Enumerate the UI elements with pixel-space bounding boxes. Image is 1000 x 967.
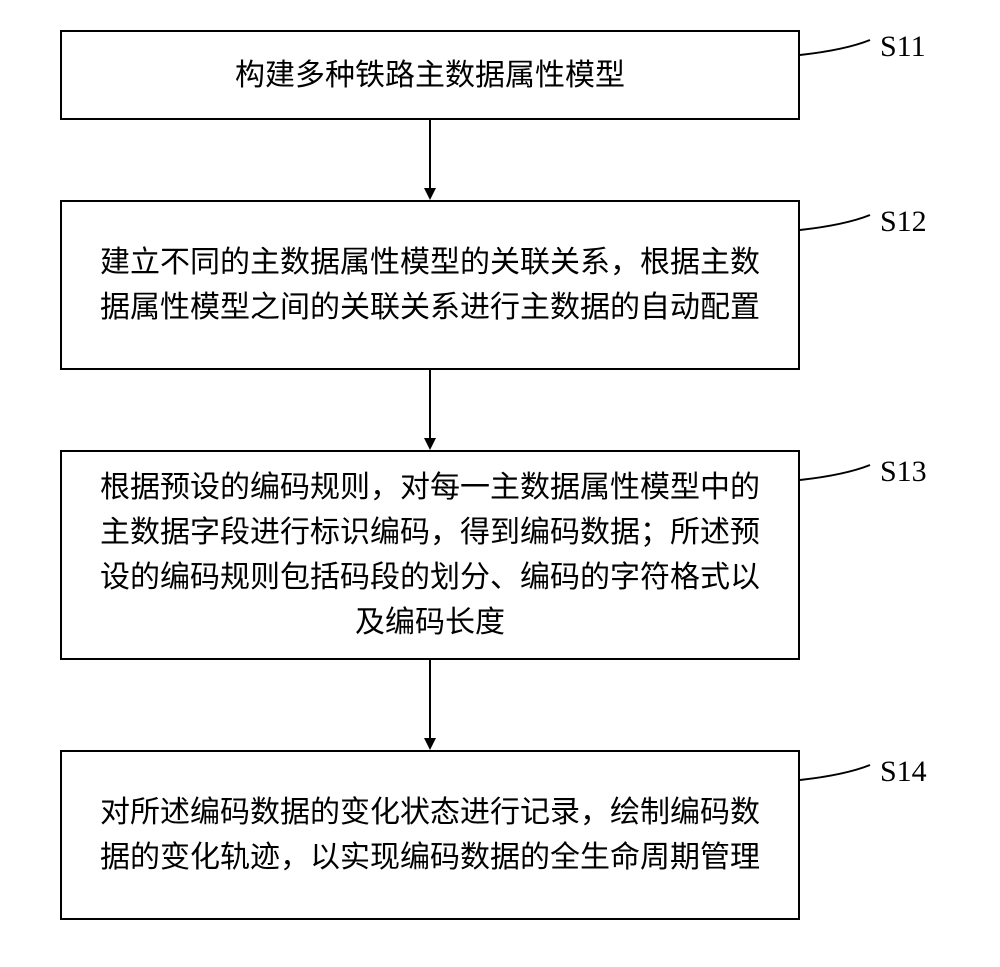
step-box-s13: 根据预设的编码规则，对每一主数据属性模型中的主数据字段进行标识编码，得到编码数据…	[60, 450, 800, 660]
step-text-s12: 建立不同的主数据属性模型的关联关系，根据主数据属性模型之间的关联关系进行主数据的…	[92, 240, 768, 330]
step-label-s13: S13	[880, 455, 927, 489]
step-label-s12: S12	[880, 205, 927, 239]
step-box-s14: 对所述编码数据的变化状态进行记录，绘制编码数据的变化轨迹，以实现编码数据的全生命…	[60, 750, 800, 920]
step-text-s14: 对所述编码数据的变化状态进行记录，绘制编码数据的变化轨迹，以实现编码数据的全生命…	[92, 790, 768, 880]
arrow-s11-s12	[420, 120, 440, 200]
arrow-s12-s13	[420, 370, 440, 450]
step-text-s11: 构建多种铁路主数据属性模型	[235, 53, 625, 98]
step-box-s12: 建立不同的主数据属性模型的关联关系，根据主数据属性模型之间的关联关系进行主数据的…	[60, 200, 800, 370]
step-box-s11: 构建多种铁路主数据属性模型	[60, 30, 800, 120]
step-label-s11: S11	[880, 30, 926, 64]
arrow-s13-s14	[420, 660, 440, 750]
step-label-s14: S14	[880, 755, 927, 789]
flowchart-container: 构建多种铁路主数据属性模型 S11 建立不同的主数据属性模型的关联关系，根据主数…	[0, 0, 1000, 967]
step-text-s13: 根据预设的编码规则，对每一主数据属性模型中的主数据字段进行标识编码，得到编码数据…	[92, 465, 768, 645]
